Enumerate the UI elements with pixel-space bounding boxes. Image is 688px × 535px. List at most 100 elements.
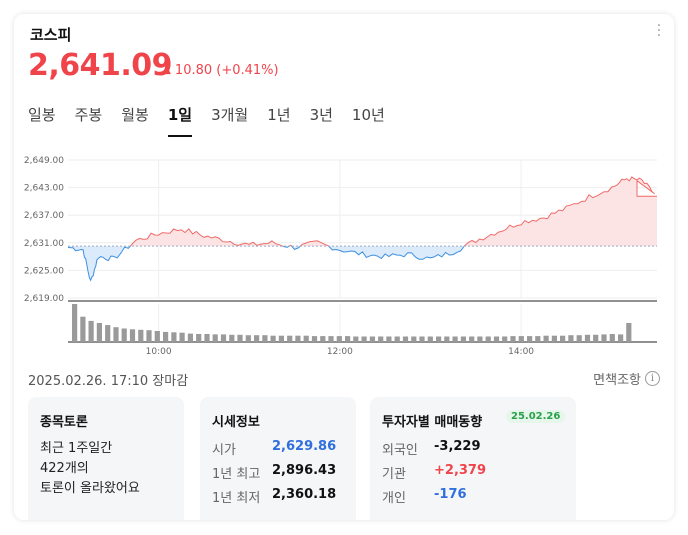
volume-bar: [204, 334, 210, 342]
volume-bar: [187, 333, 193, 342]
market-info-row: 1년 최저 2,360.18: [212, 487, 336, 506]
volume-bar: [485, 336, 491, 342]
volume-bar: [436, 336, 442, 342]
y-tick-label: 2,619.00: [24, 294, 64, 304]
disclaimer-link[interactable]: 면책조항 i: [593, 369, 660, 388]
individual-label: 개인: [382, 491, 406, 506]
up-arrow-icon: ▲: [164, 66, 171, 76]
volume-bar: [369, 336, 375, 342]
volume-bar: [171, 332, 177, 342]
volume-bar: [320, 336, 326, 342]
foreign-label: 외국인: [382, 443, 418, 458]
above-baseline-line: [129, 176, 657, 247]
volume-bar: [518, 336, 524, 342]
discussion-line: 토론이 올라왔어요: [40, 481, 140, 496]
index-title: 코스피: [30, 26, 72, 44]
market-info-card[interactable]: 시세정보 시가 2,629.86 1년 최고 2,896.43 1년 최저 2,…: [200, 397, 356, 520]
volume-bar: [609, 334, 615, 342]
more-options-icon[interactable]: · · ·: [656, 18, 662, 44]
volume-bar: [88, 320, 94, 342]
volume-bar: [179, 332, 185, 342]
volume-bar: [502, 336, 508, 342]
volume-bar: [386, 336, 392, 342]
volume-bar: [460, 336, 466, 342]
investor-row: 외국인 -3,229: [382, 439, 481, 458]
volume-bar: [303, 335, 309, 342]
discussion-summary: 최근 1주일간 422개의 토론이 올라왔어요: [40, 439, 140, 499]
volume-bar: [345, 336, 351, 342]
volume-bar: [618, 334, 624, 342]
market-info-title: 시세정보: [212, 415, 260, 430]
volume-bar: [394, 336, 400, 342]
volume-bar: [220, 334, 227, 342]
volume-bar: [535, 336, 541, 342]
volume-bar: [121, 328, 127, 342]
tab-1day[interactable]: 1일: [167, 104, 193, 137]
foreign-value: -3,229: [434, 439, 481, 454]
volume-bar: [527, 336, 533, 342]
tab-3years[interactable]: 3년: [309, 106, 333, 124]
investor-row: 기관 +2,379: [382, 463, 486, 482]
tab-1year[interactable]: 1년: [267, 106, 291, 124]
volume-bar: [254, 335, 260, 342]
investor-title: 투자자별 매매동향: [382, 415, 483, 430]
y-tick-label: 2,637.00: [24, 211, 64, 221]
market-info-row: 시가 2,629.86: [212, 439, 336, 458]
volume-bar: [154, 331, 160, 342]
x-tick-label: 10:00: [146, 347, 172, 357]
open-value: 2,629.86: [272, 439, 337, 454]
volume-bar: [551, 335, 557, 342]
investor-row: 개인 -176: [382, 487, 467, 506]
tab-3months[interactable]: 3개월: [211, 106, 249, 124]
volume-bar: [411, 336, 417, 342]
x-tick-label: 12:00: [327, 347, 353, 357]
tab-monthly[interactable]: 월봉: [121, 106, 149, 124]
intraday-chart[interactable]: 2,649.00 2,643.00 2,637.00 2,631.00 2,625.00…: [14, 152, 674, 362]
y-tick-label: 2,625.00: [24, 266, 64, 276]
below-baseline-area: [68, 246, 465, 281]
volume-bar: [129, 329, 136, 342]
volume-bar: [353, 336, 359, 342]
volume-bar: [510, 336, 516, 342]
price-change-value: 10.80 (+0.41%): [174, 63, 279, 78]
volume-bar: [212, 334, 218, 342]
volume-bar: [72, 304, 78, 342]
tab-10years[interactable]: 10년: [351, 106, 385, 124]
volume-bar: [113, 327, 119, 342]
volume-bar: [378, 336, 384, 342]
below-baseline-line: [68, 246, 466, 282]
volume-bar: [287, 335, 293, 342]
volume-bar: [138, 329, 144, 342]
volume-bar: [328, 336, 334, 342]
volume-bar: [560, 335, 566, 342]
year-low-label: 1년 최저: [212, 491, 261, 506]
year-low-value: 2,360.18: [272, 487, 337, 502]
volume-bar: [295, 335, 301, 342]
x-tick-label: 14:00: [508, 347, 534, 357]
tab-daily[interactable]: 일봉: [28, 106, 56, 124]
tab-weekly[interactable]: 주봉: [74, 106, 103, 124]
volume-bar: [444, 336, 450, 342]
volume-bar: [146, 330, 152, 342]
volume-bar: [262, 335, 268, 342]
market-info-row: 1년 최고 2,896.43: [212, 463, 336, 482]
discussion-title: 종목토론: [40, 415, 88, 430]
volume-bar: [237, 334, 243, 342]
above-baseline-area: [68, 177, 657, 247]
volume-bar: [361, 336, 367, 342]
institution-label: 기관: [382, 467, 406, 482]
info-icon[interactable]: i: [645, 371, 660, 386]
volume-bar: [402, 336, 409, 342]
volume-bar: [593, 334, 599, 342]
volume-bar: [477, 336, 483, 342]
investor-date-badge: 25.02.26: [506, 410, 566, 423]
volume-bar: [196, 334, 202, 342]
year-high-value: 2,896.43: [272, 463, 337, 478]
investor-trading-card[interactable]: 투자자별 매매동향 25.02.26 외국인 -3,229 기관 +2,379 …: [370, 397, 576, 520]
volume-bar: [336, 336, 342, 342]
volume-bar: [419, 336, 425, 342]
year-high-label: 1년 최고: [212, 467, 261, 482]
volume-bar: [568, 335, 574, 342]
discussion-card[interactable]: 종목토론 최근 1주일간 422개의 토론이 올라왔어요: [28, 397, 184, 520]
volume-bar: [626, 323, 632, 342]
